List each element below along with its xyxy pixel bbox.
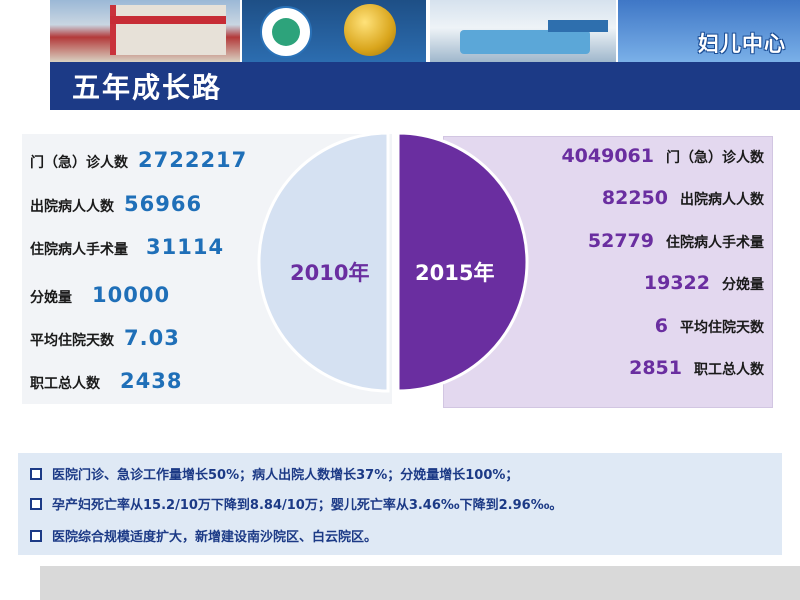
hospital-hall-photo [430,0,616,62]
stat-row-2010: 平均住院天数 7.03 [30,326,180,350]
half-circle-2010 [257,131,390,393]
stat-value: 6 [654,315,668,337]
summary-text: 孕产妇死亡率从15.2/10万下降到8.84/10万；婴儿死亡率从3.46‰下降… [52,498,563,513]
stat-label: 职工总人数 [694,362,764,378]
stat-row-2010: 门（急）诊人数 2722217 [30,148,247,172]
center-name-banner: 妇儿中心 [618,0,800,62]
summary-text: 医院门诊、急诊工作量增长50%；病人出院人数增长37%；分娩量增长100%； [52,468,519,483]
stat-label: 门（急）诊人数 [666,150,764,166]
stat-value: 2438 [120,369,183,393]
stat-row-2010: 住院病人手术量 31114 [30,235,224,259]
stat-value: 56966 [124,192,203,216]
summary-item: 医院门诊、急诊工作量增长50%；病人出院人数增长37%；分娩量增长100%； [30,463,518,483]
half-circle-2015 [396,131,529,393]
stat-value: 52779 [587,230,654,252]
year-2010-label: 2010年 [290,261,370,285]
stat-label: 分娩量 [30,290,72,306]
title-accent [0,62,50,110]
summary-item: 医院综合规模适度扩大，新增建设南沙院区、白云院区。 [30,525,377,545]
year-2015-label: 2015年 [415,261,495,285]
title-bar [0,62,800,110]
stat-row-2010: 出院病人人数 56966 [30,192,202,216]
stat-value: 4049061 [561,145,654,167]
checkbox-bullet-icon [30,529,42,542]
stat-label: 住院病人手术量 [666,235,764,251]
stat-label: 住院病人手术量 [30,242,128,258]
checkbox-bullet-icon [30,467,42,480]
stat-value: 7.03 [124,326,180,350]
hospital-logo-emblem [260,6,312,58]
stat-label: 平均住院天数 [30,333,114,349]
stat-value: 82250 [601,187,668,209]
summary-item: 孕产妇死亡率从15.2/10万下降到8.84/10万；婴儿死亡率从3.46‰下降… [30,493,562,513]
stat-value: 2722217 [138,148,248,172]
footer-bar [40,566,800,600]
stat-row-2010: 职工总人数 2438 [30,369,182,393]
stat-row-2015: 82250 出院病人人数 [602,187,764,209]
stat-label: 平均住院天数 [680,320,764,336]
checkbox-bullet-icon [30,497,42,510]
stat-value: 31114 [146,235,225,259]
stat-label: 职工总人数 [30,376,100,392]
stat-row-2015: 6 平均住院天数 [655,315,764,337]
stat-value: 10000 [92,283,171,307]
page-title: 五年成长路 [72,71,223,104]
gold-accreditation-seal [344,4,396,56]
stat-label: 出院病人人数 [680,192,764,208]
stat-row-2015: 2851 职工总人数 [629,357,764,379]
summary-box: 医院门诊、急诊工作量增长50%；病人出院人数增长37%；分娩量增长100%； 孕… [18,453,782,555]
stat-row-2015: 52779 住院病人手术量 [588,230,764,252]
summary-text: 医院综合规模适度扩大，新增建设南沙院区、白云院区。 [52,530,378,545]
stat-row-2015: 19322 分娩量 [644,272,764,294]
stat-row-2010: 分娩量 10000 [30,283,170,307]
logos-photo [242,0,426,62]
center-name: 妇儿中心 [698,32,786,56]
stat-label: 门（急）诊人数 [30,155,128,171]
hospital-building-photo [50,0,240,62]
stat-row-2015: 4049061 门（急）诊人数 [561,145,764,167]
stat-value: 2851 [629,357,682,379]
stat-label: 分娩量 [722,277,764,293]
stat-label: 出院病人人数 [30,199,114,215]
stat-value: 19322 [643,272,710,294]
